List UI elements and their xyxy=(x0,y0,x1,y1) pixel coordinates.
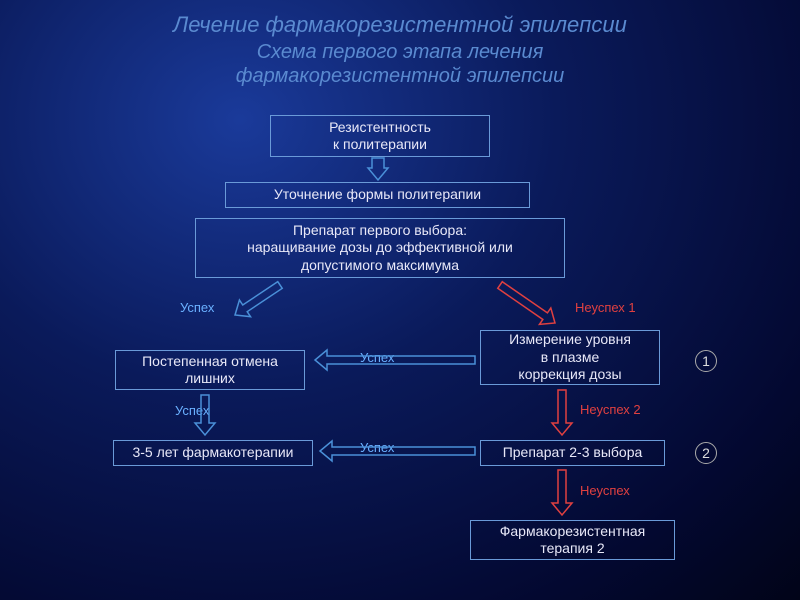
subtitle-line2: фармакорезистентной эпилепсии xyxy=(236,65,564,87)
main-title: Лечение фармакорезистентной эпилепсии xyxy=(0,0,800,38)
box-plasma-level: Измерение уровняв плазмекоррекция дозы xyxy=(480,330,660,385)
label-success-2: Успех xyxy=(360,350,394,365)
box-second-choice: Препарат 2-3 выбора xyxy=(480,440,665,466)
subtitle-line1: Схема первого этапа лечения xyxy=(257,41,544,63)
subtitle: Схема первого этапа лечения фармакорезис… xyxy=(0,40,800,88)
box-first-choice: Препарат первого выбора:наращивание дозы… xyxy=(195,218,565,278)
label-fail-3: Неуспех xyxy=(580,483,630,498)
arrows-layer xyxy=(0,0,800,600)
label-success-4: Успех xyxy=(360,440,394,455)
box-pharmacotherapy: 3-5 лет фармакотерапии xyxy=(113,440,313,466)
label-success-1: Успех xyxy=(180,300,214,315)
circle-2: 2 xyxy=(695,442,717,464)
box-gradual-withdrawal: Постепенная отменалишних xyxy=(115,350,305,390)
label-success-3: Успех xyxy=(175,403,209,418)
box-clarify: Уточнение формы политерапии xyxy=(225,182,530,208)
label-fail-1: Неуспех 1 xyxy=(575,300,636,315)
circle-1: 1 xyxy=(695,350,717,372)
label-fail-2: Неуспех 2 xyxy=(580,402,641,417)
box-pharmacoresistant: Фармакорезистентнаятерапия 2 xyxy=(470,520,675,560)
box-resistance: Резистентностьк политерапии xyxy=(270,115,490,157)
